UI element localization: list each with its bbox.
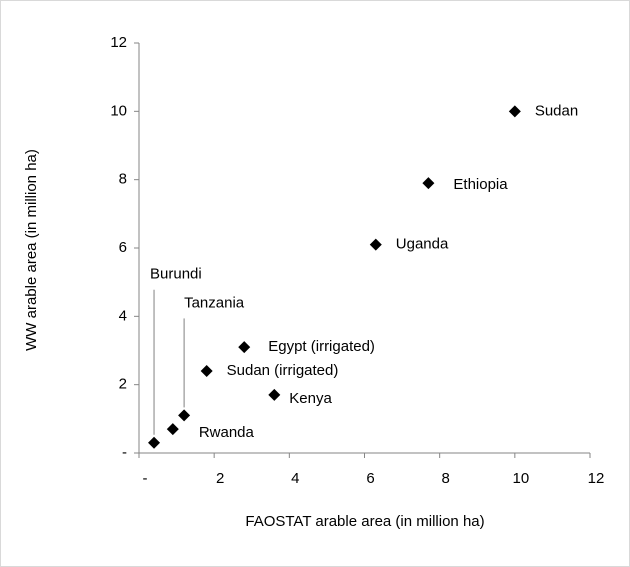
y-tick-label: 12 [110, 34, 127, 51]
marker [200, 365, 213, 377]
y-tick-label: 6 [119, 239, 127, 256]
point-label: Uganda [396, 236, 449, 253]
marker [369, 238, 382, 251]
point-label: Rwanda [199, 424, 255, 441]
point-label: Sudan (irrigated) [227, 362, 339, 379]
point-label: Egypt (irrigated) [268, 338, 375, 355]
x-axis-label: FAOSTAT arable area (in million ha) [245, 513, 484, 530]
y-axis-label: WW arable area (in million ha) [23, 149, 40, 351]
y-tick-label: 2 [119, 376, 127, 393]
x-tick-label: 8 [441, 470, 449, 487]
marker [508, 105, 521, 118]
marker [148, 436, 161, 449]
x-tick-label: 4 [291, 470, 299, 487]
point-label: Ethiopia [453, 176, 508, 193]
y-tick-label: 4 [119, 307, 127, 324]
marker [422, 177, 435, 190]
y-tick-label: 8 [119, 171, 127, 188]
marker [268, 388, 281, 401]
x-tick-label: 6 [366, 470, 374, 487]
x-tick-label: 10 [512, 470, 529, 487]
point-label: Burundi [150, 266, 202, 283]
marker [178, 409, 191, 422]
marker [166, 423, 179, 436]
marker [238, 341, 251, 354]
point-label: Tanzania [184, 294, 245, 311]
point-label: Sudan [535, 102, 578, 119]
point-label: Kenya [289, 390, 332, 407]
y-tick-label: 10 [110, 102, 127, 119]
y-tick-label: - [122, 444, 127, 461]
x-tick-label: - [143, 470, 148, 487]
x-tick-label: 2 [216, 470, 224, 487]
x-tick-label: 12 [588, 470, 605, 487]
